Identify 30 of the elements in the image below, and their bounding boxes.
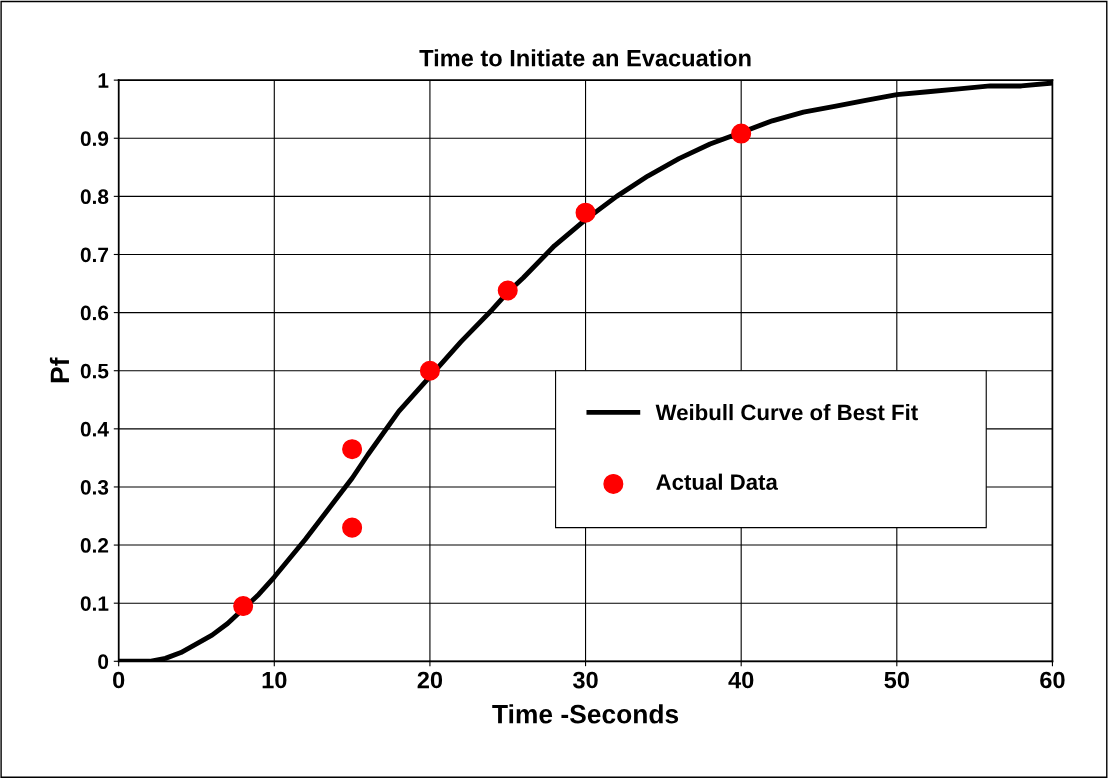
y-tick-label: 0.5	[80, 363, 109, 379]
y-tick-label: 0.8	[80, 189, 109, 205]
chart-title: Time to Initiate an Evacuation	[419, 49, 751, 67]
point	[233, 596, 254, 617]
point	[575, 202, 596, 223]
point	[731, 123, 752, 144]
legend-label: Actual Data	[656, 473, 778, 490]
x-tick-label: 50	[884, 671, 909, 689]
x-tick-label: 10	[262, 671, 287, 689]
x-tick-label: 20	[417, 671, 443, 689]
y-tick-label: 0.9	[80, 131, 109, 146]
x-tick-label: 0	[113, 671, 125, 689]
point	[342, 517, 363, 538]
y-axis-title: Pf	[49, 357, 69, 383]
y-tick-label: 0.3	[80, 479, 109, 495]
point	[342, 439, 363, 460]
legend-label: Weibull Curve of Best Fit	[655, 404, 918, 421]
point	[497, 280, 518, 301]
point	[419, 360, 440, 381]
y-tick-label: 0.7	[80, 247, 109, 263]
x-axis-title: Time -Seconds	[492, 704, 679, 724]
y-tick-label: 0.6	[80, 305, 109, 321]
y-tick-label: 0.2	[80, 538, 109, 553]
x-tick-label: 40	[728, 671, 754, 689]
y-tick-label: 0.1	[80, 596, 109, 611]
y-tick-label: 0	[98, 654, 109, 670]
y-tick-label: 1	[98, 73, 109, 88]
y-tick-label: 0.4	[80, 421, 109, 437]
x-tick-label: 30	[572, 671, 598, 689]
x-tick-label: 60	[1040, 671, 1065, 689]
